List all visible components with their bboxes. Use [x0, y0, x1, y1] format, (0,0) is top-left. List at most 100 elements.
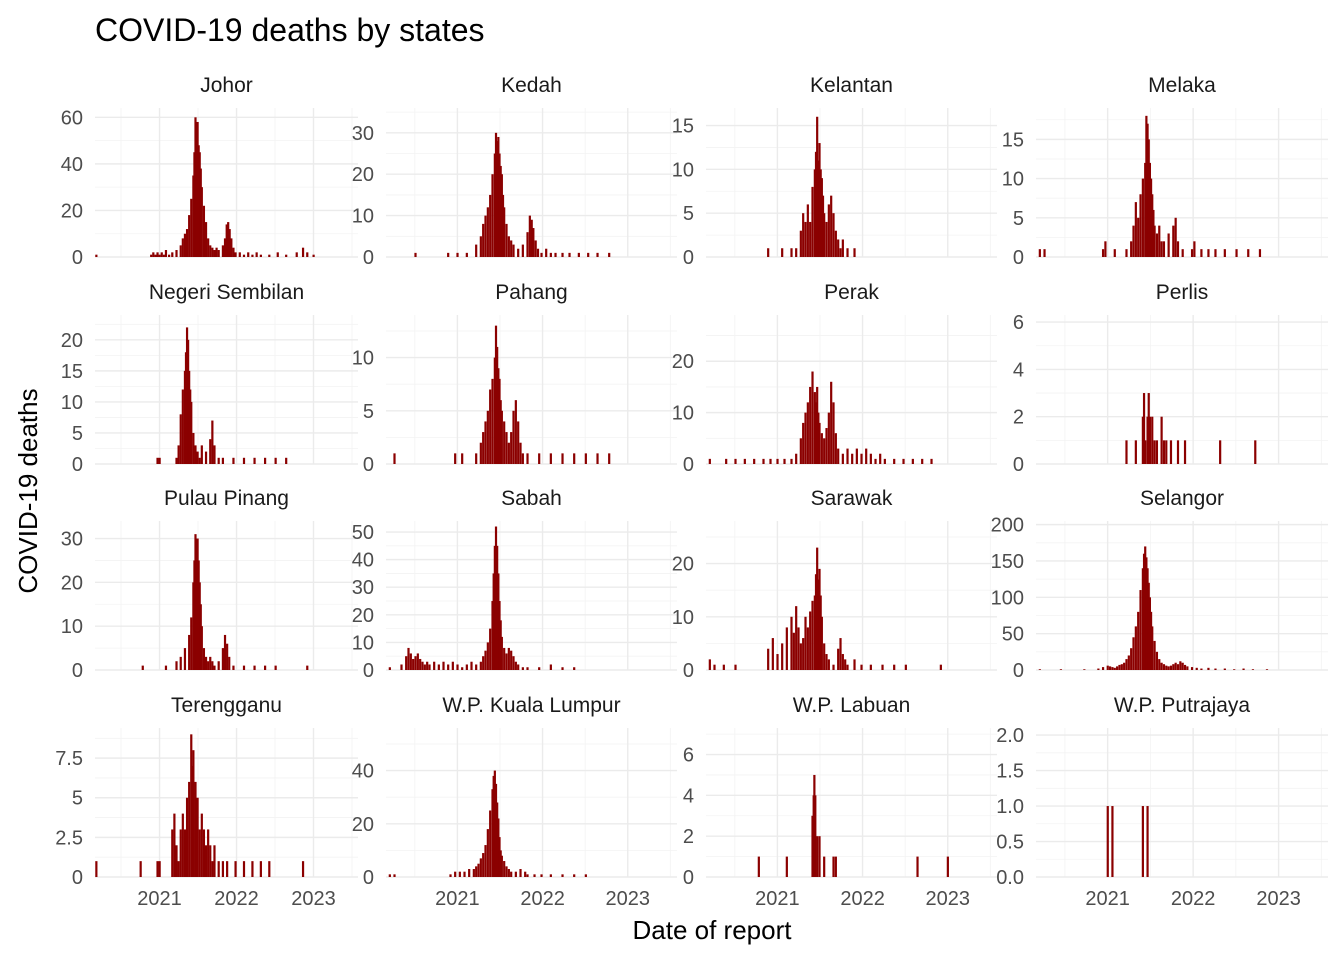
bar: [818, 568, 821, 670]
y-tick-label: 0: [683, 660, 694, 682]
bar: [708, 458, 711, 464]
bar: [181, 238, 184, 257]
bar: [217, 861, 220, 877]
bar: [514, 871, 517, 877]
bar: [173, 813, 176, 877]
bar: [1183, 664, 1187, 670]
y-tick-label: 0: [363, 867, 374, 889]
bar: [1162, 440, 1166, 464]
bar: [1097, 668, 1100, 670]
bar: [1106, 806, 1109, 877]
y-tick-label: 15: [672, 116, 694, 138]
bar: [447, 664, 450, 670]
y-tick-label: 10: [61, 392, 83, 414]
bar: [500, 174, 503, 257]
bar: [795, 248, 798, 257]
bar: [393, 453, 396, 464]
bar: [1149, 611, 1153, 670]
y-tick-label: 30: [352, 577, 374, 599]
bar: [251, 861, 254, 877]
y-tick-label: 0: [683, 454, 694, 476]
bar: [517, 421, 520, 464]
bar: [230, 238, 233, 257]
y-tick-label: 20: [352, 814, 374, 836]
bar: [419, 658, 422, 670]
bar: [1134, 440, 1137, 464]
bar: [263, 457, 267, 464]
bar: [150, 254, 153, 257]
bar: [783, 458, 786, 464]
bar: [493, 153, 496, 257]
bar: [846, 448, 849, 464]
y-tick-label: 200: [991, 515, 1024, 537]
y-tick-label: 0: [72, 660, 83, 682]
bar: [152, 252, 155, 257]
bar: [486, 410, 489, 464]
bar: [1153, 640, 1156, 670]
bar: [561, 252, 564, 257]
bar: [154, 254, 157, 257]
y-tick-label: 0: [72, 454, 83, 476]
y-tick-label: 2: [683, 826, 694, 848]
bar: [213, 250, 216, 257]
panel-selangor: Selangor 0 50 100 150 200: [991, 487, 1328, 682]
y-tick-label: 4: [683, 785, 694, 807]
bar: [494, 526, 498, 670]
bar: [802, 638, 805, 670]
y-tick-label: 4: [1013, 359, 1024, 381]
panel-title: W.P. Putrajaya: [1114, 694, 1251, 717]
bar: [454, 453, 457, 464]
bar: [811, 371, 814, 464]
bar: [1132, 225, 1135, 257]
bar: [388, 874, 391, 877]
y-tick-label: 10: [1002, 169, 1024, 191]
bar: [832, 664, 835, 670]
bar: [769, 458, 772, 464]
panel-title: Sarawak: [811, 487, 893, 510]
bar: [1179, 661, 1182, 670]
bar: [242, 665, 246, 670]
bar: [587, 252, 590, 257]
bar: [532, 228, 535, 257]
bar: [179, 656, 182, 670]
x-axis-title: Date of report: [633, 915, 793, 945]
bar: [1113, 667, 1116, 670]
bar: [492, 775, 495, 877]
bar: [809, 221, 812, 257]
bar: [1183, 440, 1187, 464]
bar: [1155, 233, 1159, 257]
x-tick-label: 2021: [435, 888, 480, 910]
y-tick-label: 100: [991, 587, 1024, 609]
bar: [393, 874, 396, 877]
bar: [200, 445, 203, 464]
y-tick-label: 0: [1013, 454, 1024, 476]
chart-title: COVID-19 deaths by states: [95, 12, 485, 48]
panel-title: Perak: [824, 281, 879, 304]
bar: [841, 654, 844, 670]
bar: [1142, 553, 1146, 670]
panel-w-p-kuala-lumpur: W.P. Kuala Lumpur 0 20 40 2021 2022 2023: [352, 694, 677, 910]
bar: [584, 874, 587, 877]
bar: [497, 818, 500, 877]
bar: [190, 401, 193, 464]
bar: [1147, 582, 1150, 670]
y-tick-label: 20: [352, 164, 374, 186]
bar: [1113, 249, 1116, 257]
bar: [196, 451, 199, 464]
bar: [818, 422, 821, 464]
bar: [939, 664, 942, 670]
bar: [475, 244, 478, 257]
y-tick-label: 2.0: [996, 725, 1024, 747]
bar: [1141, 178, 1144, 257]
bar: [804, 616, 807, 670]
bar: [521, 667, 524, 670]
bar: [1158, 659, 1161, 670]
bar: [223, 238, 227, 257]
bar: [215, 247, 218, 257]
bar: [1160, 416, 1163, 464]
bar: [221, 457, 225, 464]
bar: [814, 574, 818, 670]
bar: [816, 386, 819, 464]
bar: [1123, 662, 1126, 670]
bar: [482, 432, 485, 464]
